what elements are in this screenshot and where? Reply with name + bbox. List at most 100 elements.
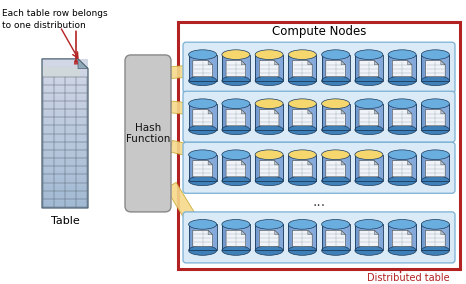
Bar xyxy=(438,104,441,130)
Polygon shape xyxy=(259,110,279,126)
Bar xyxy=(427,224,430,250)
Bar xyxy=(275,104,278,130)
Ellipse shape xyxy=(355,125,383,135)
Bar xyxy=(432,104,436,130)
Bar xyxy=(330,224,333,250)
Ellipse shape xyxy=(322,125,350,135)
Ellipse shape xyxy=(255,150,283,160)
Polygon shape xyxy=(308,161,312,165)
FancyBboxPatch shape xyxy=(183,42,455,93)
Bar xyxy=(269,224,273,250)
Bar xyxy=(244,55,247,81)
Bar xyxy=(375,55,378,81)
Polygon shape xyxy=(359,110,379,126)
Ellipse shape xyxy=(421,246,449,255)
Bar xyxy=(239,55,242,81)
Polygon shape xyxy=(425,60,445,77)
Bar xyxy=(363,104,367,130)
Bar xyxy=(288,224,292,250)
Bar xyxy=(424,104,427,130)
Polygon shape xyxy=(374,161,379,165)
Bar xyxy=(42,186,88,193)
Bar xyxy=(294,104,297,130)
Polygon shape xyxy=(293,161,312,177)
Polygon shape xyxy=(441,110,445,114)
Bar xyxy=(42,133,88,141)
Polygon shape xyxy=(326,60,345,77)
Ellipse shape xyxy=(388,125,416,135)
Bar xyxy=(411,104,414,130)
Bar xyxy=(421,55,425,81)
Bar xyxy=(377,155,381,181)
Polygon shape xyxy=(241,60,246,65)
Bar xyxy=(211,155,214,181)
Bar xyxy=(441,104,444,130)
Bar xyxy=(388,55,391,81)
Bar xyxy=(194,55,198,81)
Ellipse shape xyxy=(322,220,350,229)
Polygon shape xyxy=(425,110,445,126)
Bar xyxy=(225,104,228,130)
Ellipse shape xyxy=(189,125,217,135)
Bar xyxy=(225,155,228,181)
Bar xyxy=(347,155,350,181)
Bar xyxy=(347,224,350,250)
Bar xyxy=(278,55,281,81)
Bar xyxy=(388,104,416,130)
Bar xyxy=(267,224,270,250)
Bar xyxy=(255,155,283,181)
Bar xyxy=(397,224,400,250)
Bar xyxy=(366,55,370,81)
Bar xyxy=(230,224,233,250)
Bar xyxy=(355,55,383,81)
Polygon shape xyxy=(408,110,412,114)
Bar xyxy=(361,104,364,130)
Polygon shape xyxy=(208,161,212,165)
Bar xyxy=(432,224,436,250)
Bar xyxy=(408,224,411,250)
Polygon shape xyxy=(241,230,246,235)
Bar xyxy=(222,224,250,250)
Ellipse shape xyxy=(388,220,416,229)
Bar xyxy=(269,55,273,81)
Polygon shape xyxy=(308,60,312,65)
Bar xyxy=(355,104,358,130)
Bar xyxy=(255,104,283,130)
Polygon shape xyxy=(166,182,208,241)
Ellipse shape xyxy=(255,246,283,255)
Bar xyxy=(291,224,295,250)
Bar xyxy=(421,104,449,130)
Polygon shape xyxy=(208,60,212,65)
Bar xyxy=(421,104,425,130)
Bar xyxy=(264,224,267,250)
Bar xyxy=(255,104,259,130)
Bar xyxy=(206,224,209,250)
Bar xyxy=(206,155,209,181)
Bar xyxy=(288,155,316,181)
Bar xyxy=(211,104,214,130)
Bar xyxy=(399,55,403,81)
Bar xyxy=(236,104,239,130)
Bar xyxy=(427,155,430,181)
Bar xyxy=(372,104,375,130)
Ellipse shape xyxy=(222,99,250,108)
Bar xyxy=(397,155,400,181)
FancyBboxPatch shape xyxy=(183,212,455,263)
Bar xyxy=(42,67,80,76)
Bar xyxy=(297,55,300,81)
Bar xyxy=(363,224,367,250)
Ellipse shape xyxy=(322,150,350,160)
Ellipse shape xyxy=(255,76,283,85)
Bar xyxy=(42,74,88,81)
Bar xyxy=(358,155,361,181)
Ellipse shape xyxy=(288,150,316,160)
Bar xyxy=(388,224,416,250)
Polygon shape xyxy=(241,161,246,165)
Ellipse shape xyxy=(322,176,350,186)
Ellipse shape xyxy=(322,50,350,59)
Text: Compute Nodes: Compute Nodes xyxy=(272,24,366,37)
Bar xyxy=(288,55,292,81)
Bar xyxy=(255,224,283,250)
Polygon shape xyxy=(259,60,279,77)
Bar xyxy=(300,104,303,130)
